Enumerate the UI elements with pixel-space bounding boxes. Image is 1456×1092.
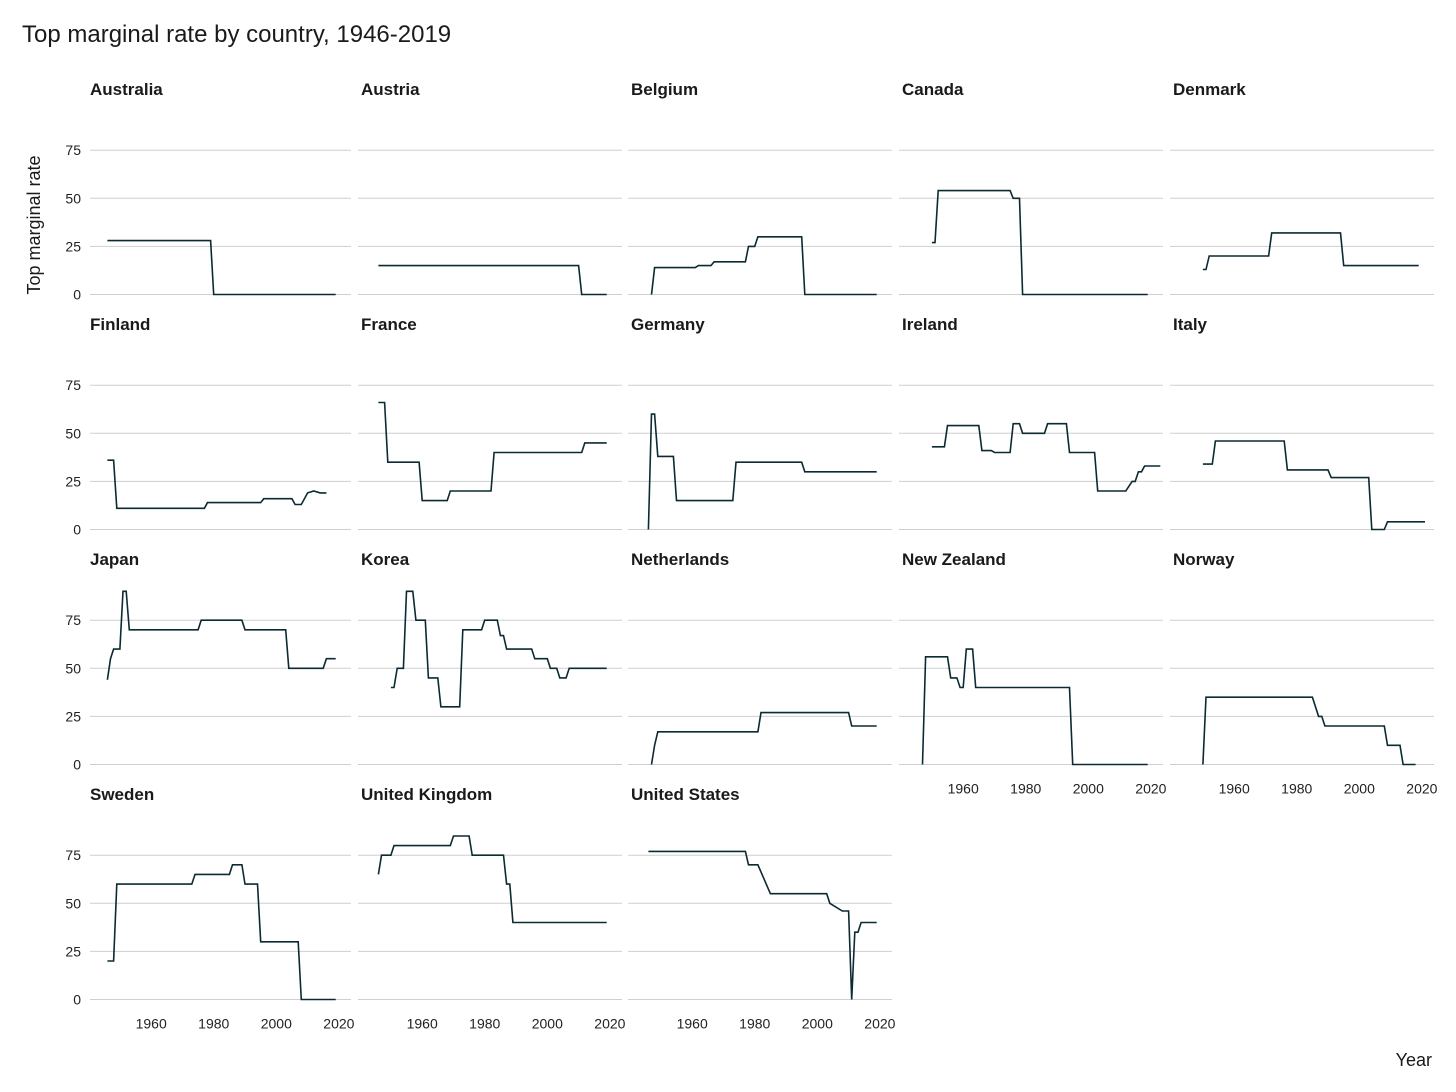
panel-korea: Korea <box>358 550 622 765</box>
series-line <box>107 864 336 1001</box>
x-tick-label: 1980 <box>1281 781 1312 797</box>
y-tick-label: 75 <box>65 612 81 628</box>
panel-finland: Finland 0 25 50 75 <box>65 315 351 538</box>
panel-germany: Germany <box>628 315 892 530</box>
x-tick-label: 2000 <box>802 1016 833 1032</box>
panel-title: Sweden <box>90 785 154 804</box>
panel-australia: Australia 0 25 50 75 <box>65 80 351 303</box>
panel-belgium: Belgium <box>628 80 892 296</box>
series-line <box>1202 440 1425 531</box>
panel-title: Austria <box>361 80 420 99</box>
y-tick-label: 25 <box>65 238 81 254</box>
series-line <box>648 850 877 1000</box>
x-tick-label: 2000 <box>1344 781 1375 797</box>
x-tick-label: 2020 <box>864 1016 895 1032</box>
panel-italy: Italy <box>1170 315 1434 531</box>
panel-canada: Canada <box>899 80 1163 296</box>
y-tick-label: 0 <box>73 757 81 773</box>
panel-title: Germany <box>631 315 705 334</box>
panel-denmark: Denmark <box>1170 80 1434 295</box>
series-line <box>378 264 607 296</box>
x-tick-label: 2020 <box>1135 781 1166 797</box>
y-tick-label: 0 <box>73 522 81 538</box>
panel-title: Netherlands <box>631 550 729 569</box>
series-line <box>107 239 336 296</box>
panel-title: Japan <box>90 550 139 569</box>
panel-title: Italy <box>1173 315 1208 334</box>
x-tick-label: 1960 <box>136 1016 167 1032</box>
y-tick-label: 25 <box>65 943 81 959</box>
y-tick-label: 25 <box>65 708 81 724</box>
panel-title: New Zealand <box>902 550 1006 569</box>
panel-norway: Norway 1960 1980 2000 2020 <box>1170 550 1438 797</box>
x-tick-label: 2000 <box>261 1016 292 1032</box>
y-tick-label: 0 <box>73 992 81 1008</box>
y-tick-label: 75 <box>65 847 81 863</box>
panel-title: Ireland <box>902 315 958 334</box>
y-tick-label: 25 <box>65 473 81 489</box>
series-line <box>1202 232 1419 271</box>
series-line <box>931 422 1161 492</box>
y-tick-label: 50 <box>65 660 81 676</box>
x-axis-title: Year <box>1396 1050 1432 1070</box>
panel-title: United Kingdom <box>361 785 492 804</box>
panel-france: France <box>358 315 622 530</box>
panel-united-kingdom: United Kingdom 1960 1980 2000 2020 <box>358 785 626 1032</box>
series-line <box>650 236 877 296</box>
x-tick-label: 1960 <box>1219 781 1250 797</box>
series-line <box>378 401 607 502</box>
panel-title: Belgium <box>631 80 698 99</box>
series-line <box>390 590 607 708</box>
x-tick-label: 1960 <box>677 1016 708 1032</box>
x-tick-label: 1980 <box>1010 781 1041 797</box>
series-line <box>921 648 1148 766</box>
panel-title: France <box>361 315 417 334</box>
panel-title: Norway <box>1173 550 1235 569</box>
panel-japan: Japan 0 25 50 75 <box>65 550 351 773</box>
panels-group: Australia 0 25 50 75 Austria Belgium Canada Denm… <box>65 80 1437 1032</box>
x-tick-label: 1980 <box>469 1016 500 1032</box>
y-axis-title: Top marginal rate <box>24 155 44 294</box>
series-line <box>647 413 877 530</box>
x-tick-label: 2020 <box>594 1016 625 1032</box>
y-tick-label: 0 <box>73 287 81 303</box>
panel-netherlands: Netherlands <box>628 550 892 765</box>
x-tick-label: 2020 <box>323 1016 354 1032</box>
panel-united-states: United States 1960 1980 2000 2020 <box>628 785 896 1032</box>
series-line <box>1202 696 1416 766</box>
panel-title: United States <box>631 785 740 804</box>
series-line <box>931 189 1148 296</box>
x-tick-label: 1960 <box>948 781 979 797</box>
x-tick-label: 1980 <box>739 1016 770 1032</box>
y-tick-label: 75 <box>65 377 81 393</box>
y-tick-label: 50 <box>65 895 81 911</box>
panel-new-zealand: New Zealand 1960 1980 2000 2020 <box>899 550 1167 797</box>
x-tick-label: 2000 <box>1073 781 1104 797</box>
x-tick-label: 1980 <box>198 1016 229 1032</box>
series-line <box>106 590 336 680</box>
panel-sweden: Sweden 0 25 50 75 1960 1980 2000 2020 <box>65 785 354 1032</box>
panel-title: Denmark <box>1173 80 1246 99</box>
series-line <box>650 711 877 765</box>
x-tick-label: 2000 <box>532 1016 563 1032</box>
panel-title: Canada <box>902 80 964 99</box>
y-tick-label: 75 <box>65 142 81 158</box>
panel-title: Australia <box>90 80 163 99</box>
panel-title: Finland <box>90 315 150 334</box>
chart-title: Top marginal rate by country, 1946-2019 <box>22 21 451 48</box>
x-tick-label: 2020 <box>1406 781 1437 797</box>
panel-austria: Austria <box>358 80 622 296</box>
series-line <box>377 835 607 924</box>
series-line <box>107 459 327 510</box>
x-tick-label: 1960 <box>407 1016 438 1032</box>
y-tick-label: 50 <box>65 425 81 441</box>
y-tick-label: 50 <box>65 190 81 206</box>
panel-ireland: Ireland <box>899 315 1163 530</box>
panel-title: Korea <box>361 550 410 569</box>
